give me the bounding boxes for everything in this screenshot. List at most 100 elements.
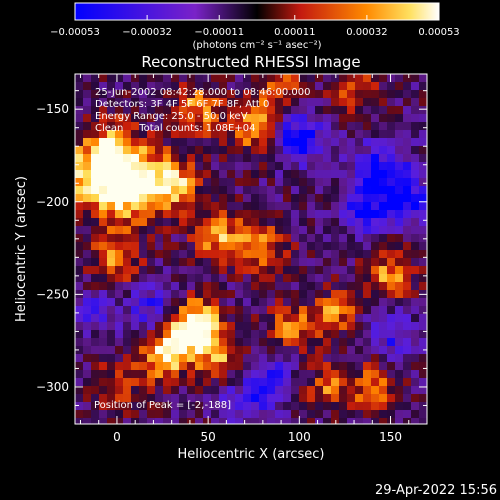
heatmap-cell [99, 338, 108, 347]
heatmap-cell [363, 130, 372, 139]
heatmap-cell [227, 202, 236, 211]
heatmap-cell [187, 186, 196, 195]
heatmap-cell [115, 362, 124, 371]
heatmap-cell [115, 210, 124, 219]
heatmap-cell [283, 122, 292, 131]
heatmap-cell [243, 186, 252, 195]
heatmap-cell [91, 410, 100, 419]
heatmap-cell [267, 154, 276, 163]
heatmap-cell [355, 98, 364, 107]
heatmap-cell [403, 386, 412, 395]
heatmap-cell [363, 362, 372, 371]
heatmap-cell [307, 410, 316, 419]
heatmap-cell [75, 154, 84, 163]
heatmap-cell [75, 202, 84, 211]
heatmap-cell [147, 138, 156, 147]
heatmap-cell [235, 202, 244, 211]
heatmap-cell [131, 298, 140, 307]
heatmap-cell [347, 378, 356, 387]
heatmap-cell [395, 98, 404, 107]
heatmap-cell [419, 130, 427, 139]
heatmap-cell [123, 338, 132, 347]
heatmap-cell [299, 194, 308, 203]
heatmap-cell [267, 178, 276, 187]
heatmap-cell [275, 170, 284, 179]
heatmap-cell [419, 266, 427, 275]
heatmap-cell [99, 202, 108, 211]
heatmap-cell [219, 242, 228, 251]
heatmap-cell [331, 378, 340, 387]
x-axis-ticks: 0 50 100 150 [79, 74, 428, 444]
heatmap-cell [243, 410, 252, 419]
heatmap-cell [83, 410, 92, 419]
heatmap-cell [371, 194, 380, 203]
heatmap-cell [99, 362, 108, 371]
heatmap-cell [259, 354, 268, 363]
heatmap-cell [203, 106, 212, 115]
heatmap-cell [235, 378, 244, 387]
heatmap-cell [419, 306, 427, 315]
heatmap-cell [315, 394, 324, 403]
heatmap-cell [395, 418, 404, 424]
heatmap-cell [187, 162, 196, 171]
heatmap-cell [75, 82, 84, 91]
x-tick-label: 50 [200, 430, 215, 444]
heatmap-cell [267, 82, 276, 91]
heatmap-cell [331, 362, 340, 371]
heatmap-cell [379, 282, 388, 291]
heatmap-cell [411, 370, 420, 379]
heatmap-cell [235, 298, 244, 307]
heatmap-cell [387, 298, 396, 307]
heatmap-cell [171, 362, 180, 371]
heatmap-cell [227, 162, 236, 171]
heatmap-cell [147, 234, 156, 243]
heatmap-cell [219, 354, 228, 363]
heatmap-cell [115, 90, 124, 99]
heatmap-cell [227, 354, 236, 363]
heatmap-cell [315, 82, 324, 91]
heatmap-cell [195, 130, 204, 139]
heatmap-cell [99, 346, 108, 355]
heatmap-cell [219, 394, 228, 403]
heatmap-cell [411, 282, 420, 291]
heatmap-cell [131, 186, 140, 195]
heatmap-cell [283, 394, 292, 403]
heatmap-cell [187, 386, 196, 395]
heatmap-cell [171, 226, 180, 235]
heatmap-cell [387, 82, 396, 91]
heatmap-cell [387, 154, 396, 163]
heatmap-cell [387, 234, 396, 243]
heatmap-cell [243, 202, 252, 211]
heatmap-cell [339, 346, 348, 355]
heatmap-cell [275, 122, 284, 131]
heatmap-cell [347, 370, 356, 379]
heatmap-cell [299, 74, 308, 83]
heatmap-cell [123, 82, 132, 91]
heatmap-cell [275, 146, 284, 155]
heatmap-cell [195, 370, 204, 379]
heatmap-cell [395, 322, 404, 331]
heatmap-cell [107, 210, 116, 219]
heatmap-cell [339, 250, 348, 259]
heatmap-cell [227, 298, 236, 307]
heatmap-cell [395, 298, 404, 307]
heatmap-cell [251, 98, 260, 107]
heatmap-cell [259, 114, 268, 123]
y-tick-label: −300 [36, 380, 69, 394]
heatmap-cell [323, 162, 332, 171]
heatmap-cell [411, 194, 420, 203]
heatmap-cell [155, 162, 164, 171]
heatmap-cell [91, 258, 100, 267]
heatmap-cell [171, 378, 180, 387]
heatmap-cell [195, 234, 204, 243]
heatmap-cell [203, 202, 212, 211]
heatmap-cell [307, 98, 316, 107]
heatmap-cell [315, 290, 324, 299]
heatmap-cell [267, 394, 276, 403]
heatmap-cell [283, 202, 292, 211]
heatmap-cell [355, 418, 364, 424]
heatmap-cell [139, 266, 148, 275]
heatmap-cell [163, 74, 172, 83]
heatmap-cell [355, 114, 364, 123]
heatmap-cell [419, 106, 427, 115]
